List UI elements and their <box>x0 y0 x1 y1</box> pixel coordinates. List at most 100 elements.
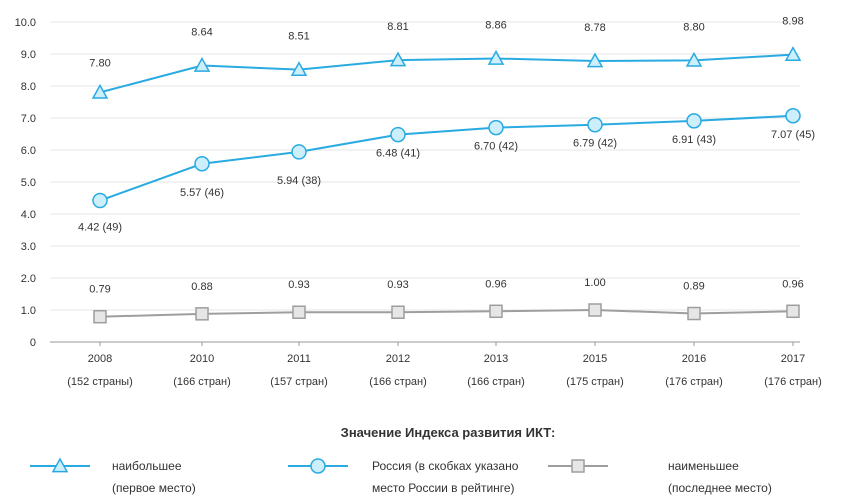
data-point-min <box>489 304 503 319</box>
x-axis: 2008 (152 страны) 2010 (166 стран) 2011 (157 … <box>67 342 822 388</box>
data-label-max: 8.78 <box>584 22 605 34</box>
data-point-max <box>685 51 703 67</box>
y-tick-label: 2.0 <box>21 273 36 285</box>
data-point-russia <box>785 108 801 124</box>
legend-label-line1: наименьшее <box>668 459 739 473</box>
data-label-max: 8.81 <box>387 21 408 33</box>
data-point-min <box>391 305 405 319</box>
data-label-russia: 4.42 (49) <box>78 222 122 234</box>
data-label-min: 0.96 <box>485 278 506 290</box>
legend: Значение Индекса развития ИКТ: наибольше… <box>30 425 772 495</box>
x-tick-label: 2008 <box>88 353 112 365</box>
y-tick-label: 0 <box>30 337 36 349</box>
series-min: 0.79 0.88 0.93 0.93 0.96 1.00 0.89 0.96 <box>89 277 804 324</box>
data-label-max: 8.80 <box>683 21 704 33</box>
series-max: 7.80 8.64 8.51 8.81 8.86 8.78 8.80 8.98 <box>89 16 804 99</box>
data-point-max <box>389 51 407 67</box>
legend-swatch-marker <box>571 459 585 473</box>
data-label-russia: 6.48 (41) <box>376 148 420 160</box>
data-label-min: 1.00 <box>584 277 605 289</box>
data-point-max <box>487 49 505 65</box>
data-label-min: 0.89 <box>683 281 704 293</box>
data-point-min <box>195 307 209 321</box>
data-point-max <box>784 46 802 61</box>
legend-entry-russia: Россия (в скобках указано место России в … <box>288 458 519 495</box>
x-tick-subtitle: (152 страны) <box>67 376 133 388</box>
y-tick-label: 9.0 <box>21 49 36 61</box>
series-line-max <box>99 53 794 94</box>
legend-entry-min: наименьшее (последнее место) <box>548 459 772 495</box>
series-line-russia <box>99 114 794 202</box>
data-point-max <box>586 52 604 68</box>
data-label-min: 0.79 <box>89 284 110 296</box>
data-label-russia: 7.07 (45) <box>771 129 815 141</box>
data-label-min: 0.88 <box>191 281 212 293</box>
data-point-min <box>786 304 800 319</box>
legend-label-line2: (первое место) <box>112 481 196 495</box>
data-point-min <box>93 309 107 324</box>
data-label-russia: 5.57 (46) <box>180 187 224 199</box>
x-tick-label: 2015 <box>583 353 607 365</box>
x-tick-label: 2012 <box>386 353 410 365</box>
x-tick-subtitle: (166 стран) <box>173 376 231 388</box>
data-point-max <box>91 83 109 99</box>
data-point-russia <box>587 116 603 133</box>
data-label-max: 8.98 <box>782 16 803 28</box>
data-label-max: 8.86 <box>485 19 506 31</box>
legend-label-line1: Россия (в скобках указано <box>372 459 519 473</box>
x-tick-subtitle: (166 стран) <box>467 376 525 388</box>
grid-lines <box>50 21 800 343</box>
legend-swatch-marker <box>310 458 326 474</box>
x-tick-subtitle: (157 стран) <box>270 376 328 388</box>
data-label-russia: 6.91 (43) <box>672 134 716 146</box>
data-label-min: 0.93 <box>288 279 309 291</box>
data-label-russia: 5.94 (38) <box>277 175 321 187</box>
x-tick-subtitle: (166 стран) <box>369 376 427 388</box>
y-tick-label: 7.0 <box>21 113 36 125</box>
legend-title: Значение Индекса развития ИКТ: <box>341 425 556 440</box>
data-label-max: 8.64 <box>191 27 212 39</box>
data-label-russia: 6.70 (42) <box>474 141 518 153</box>
x-tick-label: 2016 <box>682 353 706 365</box>
y-tick-label: 6.0 <box>21 145 36 157</box>
series-line-min <box>99 308 794 318</box>
x-tick-subtitle: (176 стран) <box>764 376 822 388</box>
series-group: 7.80 8.64 8.51 8.81 8.86 8.78 8.80 8.98 4.42 (49… <box>78 16 815 324</box>
data-label-max: 7.80 <box>89 57 110 69</box>
data-point-max <box>290 61 308 77</box>
data-point-russia <box>194 156 210 172</box>
y-tick-label: 1.0 <box>21 305 36 317</box>
x-tick-label: 2010 <box>190 353 214 365</box>
legend-swatch-marker <box>51 457 69 473</box>
data-point-russia <box>291 144 307 160</box>
y-tick-label: 5.0 <box>21 177 36 189</box>
legend-label-line2: место России в рейтинге) <box>372 481 515 495</box>
data-label-min: 0.96 <box>782 278 803 290</box>
data-label-min: 0.93 <box>387 279 408 291</box>
data-point-russia <box>390 126 406 143</box>
y-tick-label: 4.0 <box>21 209 36 221</box>
x-tick-label: 2011 <box>287 353 311 365</box>
x-tick-label: 2017 <box>781 353 805 365</box>
data-point-russia <box>92 192 108 209</box>
x-tick-label: 2013 <box>484 353 508 365</box>
data-point-russia <box>686 113 702 129</box>
x-tick-subtitle: (176 стран) <box>665 376 723 388</box>
y-tick-label: 8.0 <box>21 81 36 93</box>
data-point-russia <box>488 119 504 136</box>
legend-label-line1: наибольшее <box>112 459 182 473</box>
data-label-max: 8.51 <box>288 31 309 43</box>
data-point-min <box>588 303 602 317</box>
data-point-min <box>292 305 306 319</box>
y-axis: 0 1.0 2.0 3.0 4.0 5.0 6.0 7.0 8.0 9.0 10.0 <box>15 17 36 349</box>
y-tick-label: 3.0 <box>21 241 36 253</box>
series-russia: 4.42 (49) 5.57 (46) 5.94 (38) 6.48 (41) 6.70… <box>78 108 815 234</box>
legend-entry-max: наибольшее (первое место) <box>30 457 196 495</box>
data-label-russia: 6.79 (42) <box>573 138 617 150</box>
data-point-min <box>687 306 701 321</box>
y-tick-label: 10.0 <box>15 17 36 29</box>
data-point-max <box>193 56 211 72</box>
x-tick-subtitle: (175 стран) <box>566 376 624 388</box>
legend-label-line2: (последнее место) <box>668 481 772 495</box>
